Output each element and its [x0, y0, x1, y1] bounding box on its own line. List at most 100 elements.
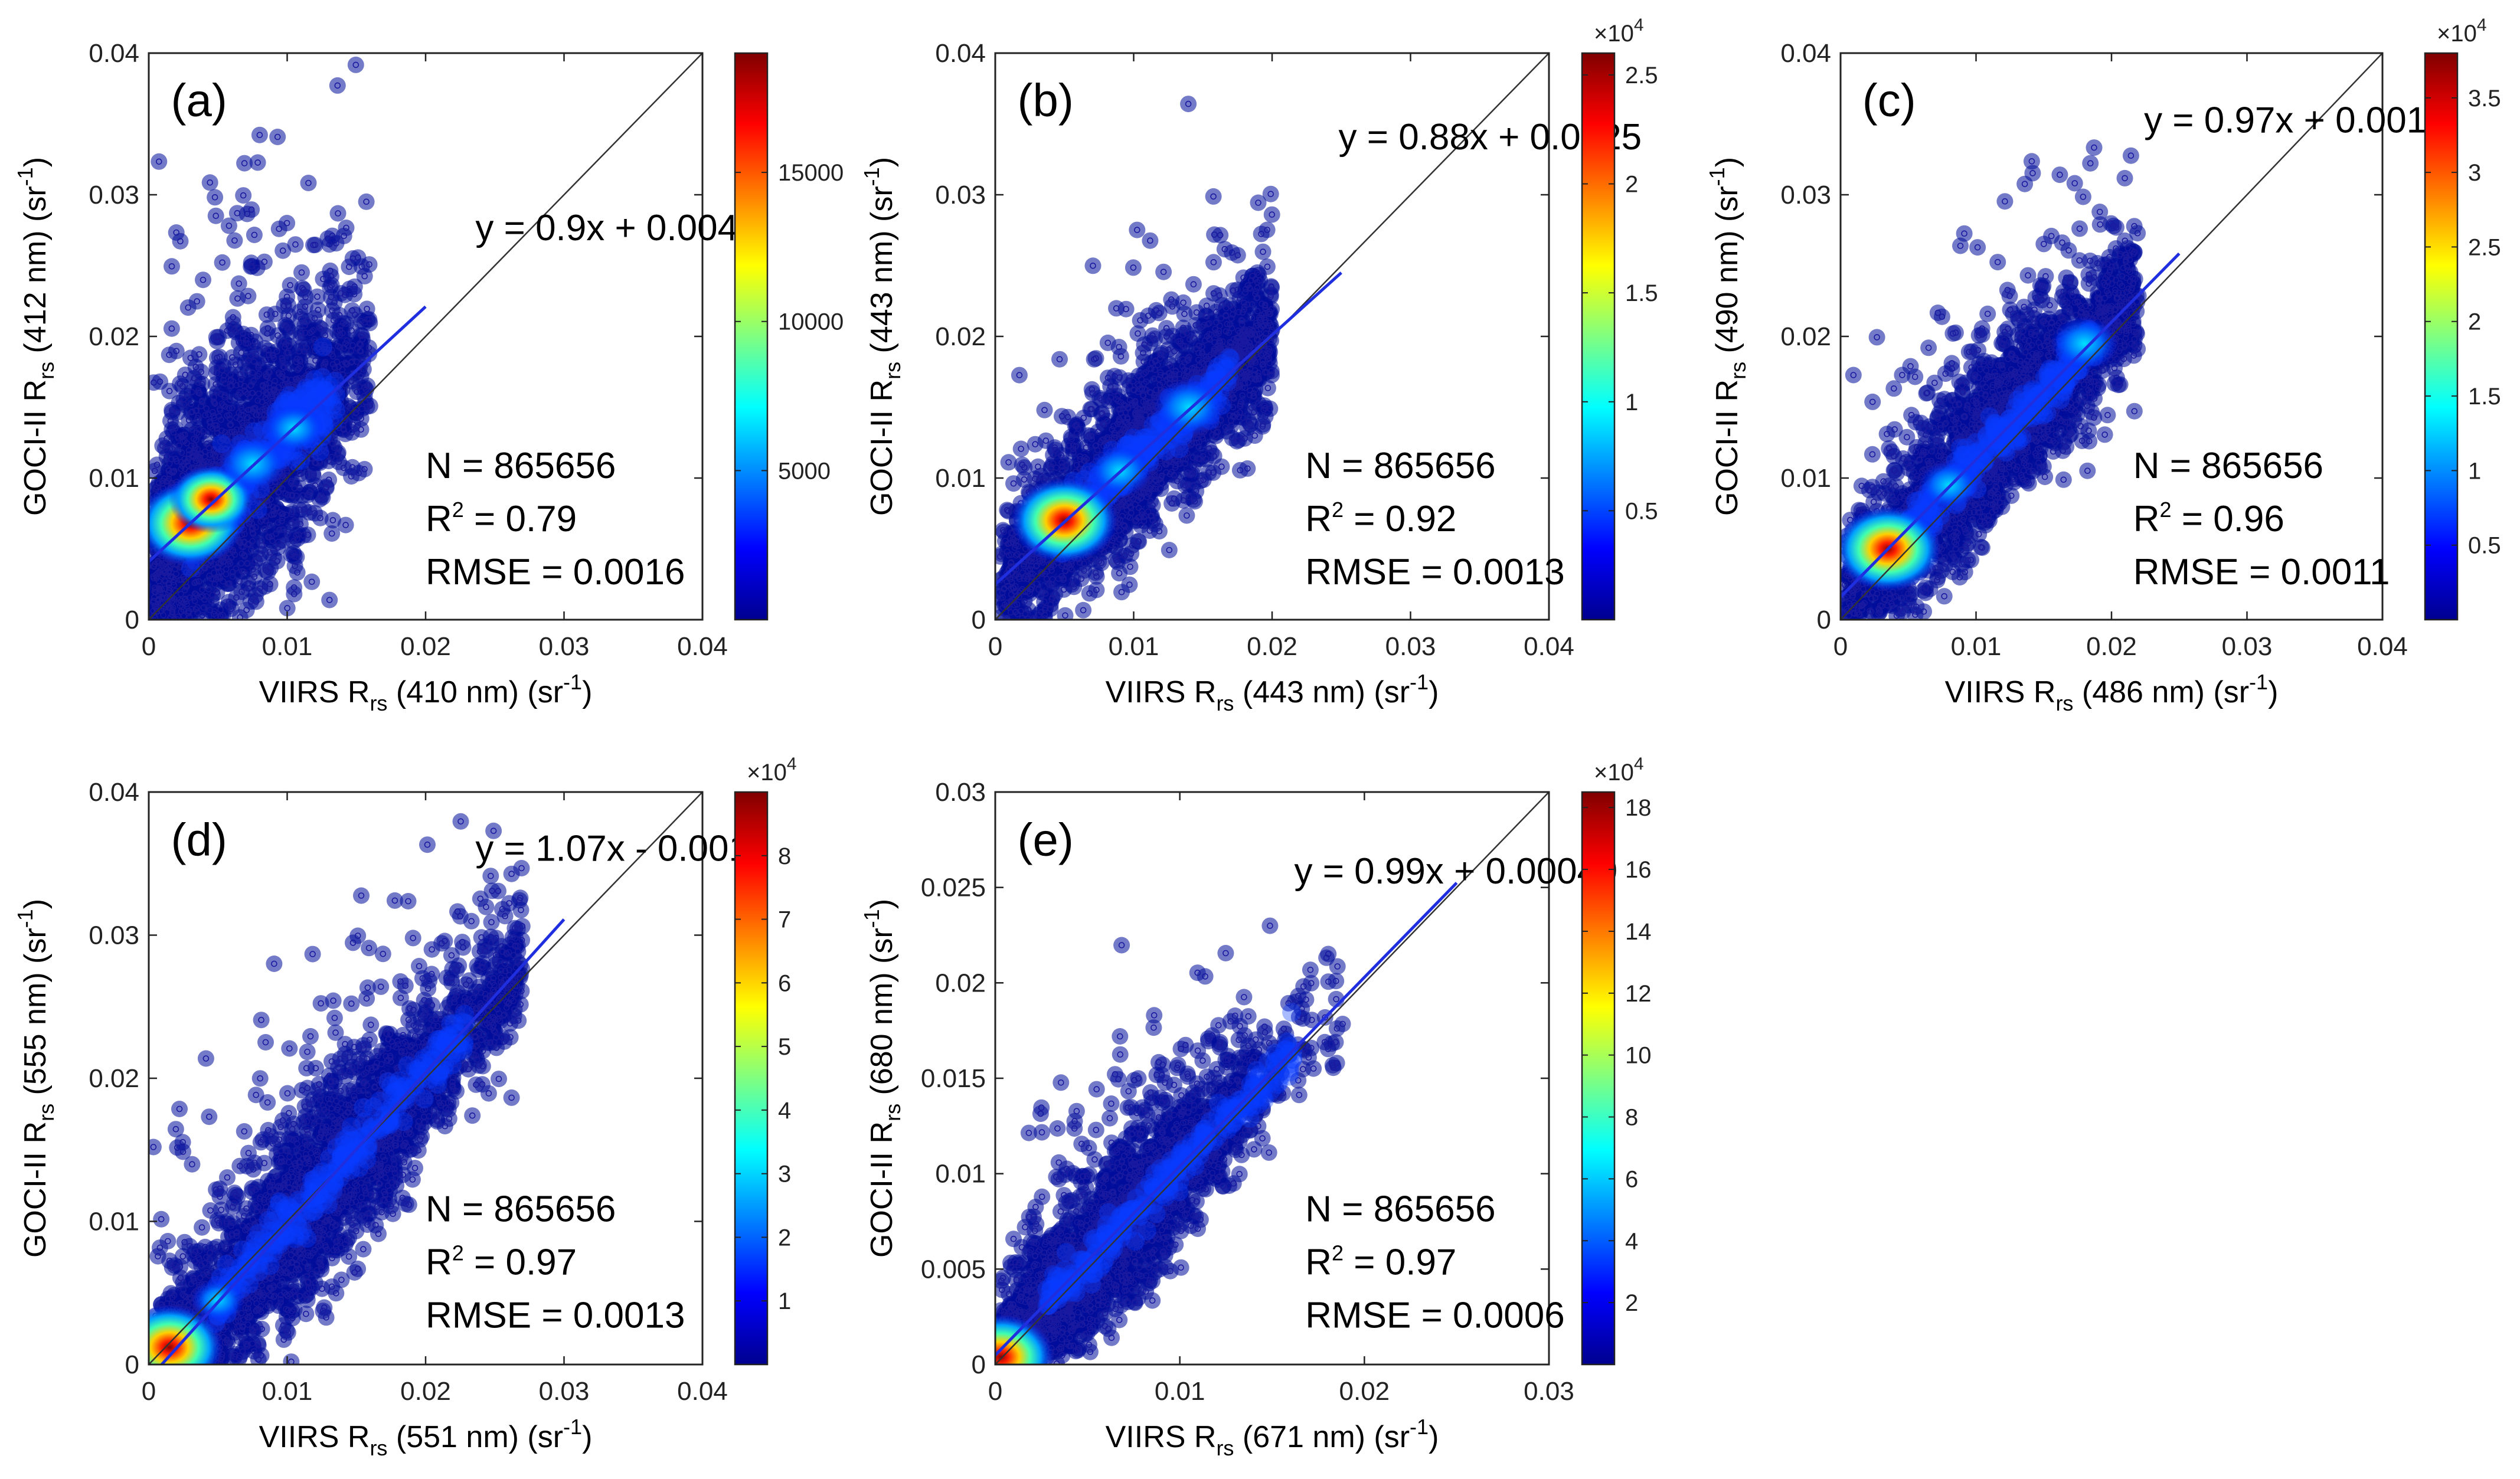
- colorbar: 0.5 1 1.5 2 2.5 3 3.5 ×104: [2424, 15, 2501, 621]
- regression-line: [995, 271, 1342, 585]
- colorbar: 2 4 6 8 10 12 14 16 18 ×104: [1581, 754, 1652, 1366]
- panel-label: (a): [171, 74, 227, 126]
- colorbar-tick-label: 3: [2468, 160, 2481, 186]
- panel-d: 0 0.01 0.02 0.03 0.04 0 0.01 0.02 0.03 0.04 VIIRS …: [13, 754, 797, 1460]
- x-tick-label: 0.04: [677, 632, 728, 661]
- x-tick-label: 0.04: [677, 1377, 728, 1406]
- x-tick-label: 0: [142, 632, 156, 661]
- y-axis: 0 0.01 0.02 0.03 0.04: [1780, 39, 2382, 634]
- x-tick-label: 0.03: [539, 1377, 590, 1406]
- y-axis-label-group: GOCI-II Rrs (490 nm) (sr-1): [1705, 157, 1750, 516]
- colorbar-tick-label: 2.5: [2468, 234, 2501, 260]
- regression-line: [159, 918, 566, 1365]
- y-axis-label: GOCI-II Rrs (490 nm) (sr-1): [1705, 157, 1750, 516]
- x-tick-label: 0.02: [1247, 632, 1297, 661]
- stat-rmse: RMSE = 0.0013: [1305, 552, 1564, 593]
- colorbar-tick-label: 7: [778, 907, 791, 933]
- y-tick-label: 0.02: [89, 322, 139, 351]
- density-hotspots: [995, 1314, 1054, 1365]
- colorbar-tick-label: 2.5: [1625, 63, 1658, 89]
- colorbar-gradient: [734, 791, 769, 1366]
- colorbar-tick-label: 1: [778, 1288, 791, 1314]
- x-axis: 0 0.01 0.02 0.03: [988, 792, 1574, 1406]
- colorbar-gradient: [1581, 52, 1616, 621]
- y-tick-label: 0.01: [89, 464, 139, 493]
- colorbar-tick-label: 18: [1625, 795, 1652, 821]
- colorbar-gradient: [2424, 52, 2459, 621]
- colorbar-tick-label: 2: [1625, 172, 1638, 198]
- stat-rmse: RMSE = 0.0011: [2133, 552, 2390, 593]
- y-axis-label-group: GOCI-II Rrs (443 nm) (sr-1): [859, 157, 905, 516]
- x-tick-label: 0.02: [400, 632, 451, 661]
- y-axis-label-group: GOCI-II Rrs (412 nm) (sr-1): [13, 157, 58, 516]
- fit-equation: y = 0.97x + 0.0016: [2144, 100, 2447, 140]
- y-tick-label: 0.04: [935, 39, 986, 68]
- y-tick-label: 0.02: [1780, 322, 1831, 351]
- colorbar-exponent: ×104: [2437, 15, 2487, 47]
- y-tick-label: 0: [972, 606, 986, 634]
- colorbar-tick-label: 2: [1625, 1290, 1638, 1316]
- x-tick-label: 0: [988, 632, 1002, 661]
- colorbar-tick-label: 3: [778, 1161, 791, 1187]
- y-tick-label: 0.03: [1780, 181, 1831, 210]
- y-tick-label: 0.02: [89, 1064, 139, 1093]
- colorbar-tick-label: 12: [1625, 981, 1652, 1007]
- y-tick-label: 0.005: [921, 1255, 986, 1284]
- y-tick-label: 0: [972, 1350, 986, 1379]
- panel-e: 0 0.01 0.02 0.03 0 0.005 0.01 0.015 0.02 0.025 0.0…: [859, 754, 1652, 1460]
- colorbar-tick-label: 10000: [778, 309, 844, 335]
- x-axis: 0 0.01 0.02 0.03 0.04: [142, 792, 728, 1406]
- x-axis-label: VIIRS Rrs (486 nm) (sr-1): [1945, 670, 2279, 715]
- plot-area: [995, 53, 1549, 620]
- y-axis: 0 0.01 0.02 0.03 0.04: [89, 39, 702, 634]
- stat-r2: R2 = 0.92: [1305, 498, 1456, 539]
- y-tick-label: 0.03: [89, 921, 139, 950]
- colorbar-exponent: ×104: [747, 754, 797, 786]
- y-tick-label: 0.025: [921, 873, 986, 902]
- colorbar-tick-label: 10: [1625, 1043, 1652, 1069]
- y-tick-label: 0.04: [1780, 39, 1831, 68]
- plot-area: [149, 53, 702, 620]
- colorbar-exponent: ×104: [1594, 15, 1644, 47]
- colorbar-tick-label: 8: [1625, 1105, 1638, 1131]
- x-tick-label: 0.03: [2222, 632, 2273, 661]
- scatter-points: [149, 818, 526, 1365]
- y-tick-label: 0.01: [89, 1208, 139, 1236]
- x-tick-label: 0: [988, 1377, 1002, 1406]
- panel-label: (b): [1018, 74, 1074, 126]
- y-tick-label: 0: [1817, 606, 1831, 634]
- y-tick-label: 0.01: [935, 464, 986, 493]
- colorbar-tick-label: 2: [2468, 309, 2481, 335]
- y-tick-label: 0.04: [89, 39, 139, 68]
- colorbar-tick-label: 0.5: [2468, 533, 2501, 559]
- regression-line: [995, 882, 1458, 1356]
- fit-equation: y = 1.07x - 0.001: [475, 828, 749, 869]
- stat-r2: R2 = 0.96: [2133, 498, 2284, 539]
- y-axis-label-group: GOCI-II Rrs (555 nm) (sr-1): [13, 899, 58, 1258]
- regression-line: [149, 305, 427, 563]
- density-band: [206, 1004, 475, 1333]
- x-tick-label: 0.02: [400, 1377, 451, 1406]
- stat-rmse: RMSE = 0.0013: [426, 1295, 685, 1336]
- x-axis: 0 0.01 0.02 0.03 0.04: [988, 53, 1574, 661]
- x-axis-label: VIIRS Rrs (410 nm) (sr-1): [259, 670, 593, 715]
- fit-equation: y = 0.99x + 0.00049: [1295, 851, 1618, 892]
- colorbar-tick-label: 8: [778, 843, 791, 869]
- x-tick-label: 0.01: [1109, 632, 1159, 661]
- y-tick-label: 0.015: [921, 1064, 986, 1093]
- colorbar-tick-label: 1.5: [2468, 384, 2501, 410]
- x-tick-label: 0.03: [1524, 1377, 1574, 1406]
- x-tick-label: 0.02: [2086, 632, 2137, 661]
- y-axis-label: GOCI-II Rrs (555 nm) (sr-1): [13, 899, 58, 1258]
- y-axis-label: GOCI-II Rrs (443 nm) (sr-1): [859, 157, 905, 516]
- colorbar-tick-label: 6: [778, 970, 791, 996]
- density-hotspots: [149, 404, 325, 566]
- x-tick-label: 0: [1833, 632, 1848, 661]
- x-tick-label: 0.03: [539, 632, 590, 661]
- density-hotspot: [995, 1314, 1054, 1365]
- stat-n: N = 865656: [426, 1189, 616, 1230]
- colorbar-tick-label: 0.5: [1625, 498, 1658, 524]
- panel-a: 0 0.01 0.02 0.03 0.04 0 0.01 0.02 0.03 0.04 VIIRS …: [13, 39, 844, 715]
- y-axis: 0 0.01 0.02 0.03 0.04: [935, 39, 1549, 634]
